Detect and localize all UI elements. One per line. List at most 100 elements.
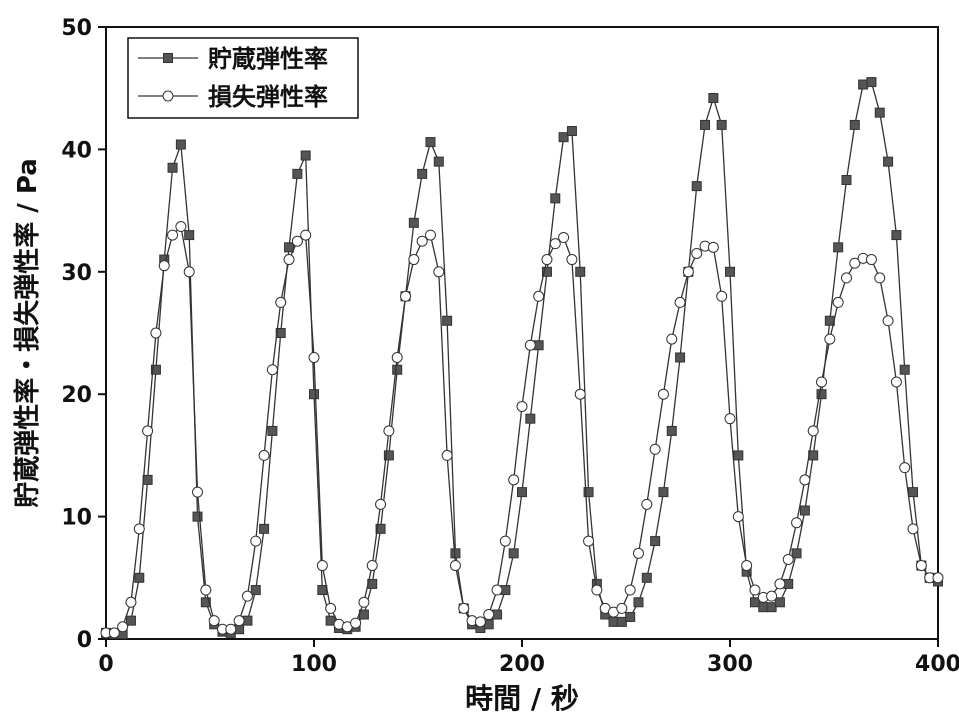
data-point bbox=[716, 290, 728, 302]
data-point bbox=[791, 517, 803, 529]
data-point bbox=[650, 536, 661, 547]
data-point bbox=[840, 272, 852, 284]
data-point bbox=[167, 229, 179, 241]
data-point bbox=[458, 602, 470, 614]
data-point bbox=[433, 156, 444, 167]
data-point bbox=[849, 119, 860, 130]
x-tick-label: 0 bbox=[98, 652, 113, 677]
data-point bbox=[309, 389, 319, 400]
data-point bbox=[891, 230, 902, 241]
data-point bbox=[417, 168, 428, 179]
data-point bbox=[383, 450, 394, 461]
data-point bbox=[491, 584, 503, 596]
data-point bbox=[133, 523, 145, 535]
data-point bbox=[316, 560, 328, 572]
data-point bbox=[882, 315, 894, 327]
data-point bbox=[807, 425, 819, 437]
data-point bbox=[450, 548, 461, 559]
data-point bbox=[258, 449, 270, 461]
data-point bbox=[250, 585, 261, 596]
y-axis-label: 貯蔵弾性率・損失弾性率 / Pa bbox=[12, 158, 43, 508]
data-point bbox=[874, 272, 886, 284]
data-point bbox=[799, 474, 811, 486]
data-point bbox=[517, 487, 527, 498]
data-point bbox=[433, 266, 445, 278]
data-point bbox=[291, 235, 303, 247]
data-point bbox=[766, 590, 778, 602]
data-point bbox=[524, 339, 536, 351]
data-point bbox=[317, 585, 328, 596]
data-point bbox=[208, 615, 220, 627]
data-point bbox=[907, 523, 919, 535]
data-point bbox=[899, 462, 911, 474]
data-point bbox=[275, 328, 286, 338]
data-point bbox=[915, 560, 927, 572]
data-point bbox=[200, 597, 211, 608]
data-point bbox=[108, 627, 120, 639]
data-point bbox=[824, 333, 836, 345]
data-point bbox=[233, 615, 245, 627]
data-point bbox=[150, 364, 161, 375]
data-point bbox=[707, 241, 719, 253]
data-point bbox=[883, 156, 894, 167]
data-point bbox=[816, 389, 827, 400]
legend-label: 貯蔵弾性率 bbox=[208, 45, 328, 73]
data-point bbox=[283, 254, 295, 266]
data-point bbox=[308, 351, 320, 363]
data-point bbox=[899, 364, 910, 375]
data-point bbox=[799, 505, 810, 516]
x-tick-label: 200 bbox=[499, 652, 545, 677]
data-point bbox=[575, 266, 586, 277]
data-point bbox=[183, 266, 195, 278]
data-point bbox=[225, 623, 237, 635]
legend-marker bbox=[162, 90, 174, 102]
data-point bbox=[758, 602, 769, 613]
y-tick-label: 10 bbox=[61, 506, 92, 531]
data-point bbox=[167, 162, 178, 173]
data-point bbox=[292, 168, 303, 179]
data-point bbox=[691, 247, 703, 259]
y-tick-label: 0 bbox=[77, 628, 92, 653]
legend-box bbox=[127, 37, 359, 119]
data-point bbox=[716, 119, 727, 130]
data-point bbox=[442, 315, 453, 326]
data-point bbox=[134, 572, 145, 583]
data-point bbox=[616, 602, 628, 614]
data-point bbox=[682, 266, 694, 278]
data-point bbox=[358, 596, 370, 608]
data-point bbox=[142, 425, 154, 437]
data-point bbox=[932, 572, 944, 584]
data-point bbox=[566, 126, 577, 137]
data-point bbox=[424, 229, 436, 241]
data-point bbox=[184, 230, 195, 241]
data-point bbox=[833, 242, 844, 253]
data-point bbox=[774, 597, 785, 608]
data-point bbox=[549, 238, 561, 250]
data-point bbox=[566, 254, 578, 266]
data-point bbox=[392, 364, 403, 375]
data-point bbox=[533, 290, 545, 302]
x-tick-label: 300 bbox=[707, 652, 753, 677]
data-point bbox=[125, 596, 137, 608]
data-point bbox=[192, 486, 204, 498]
data-point bbox=[874, 107, 885, 118]
data-point bbox=[366, 560, 378, 572]
data-point bbox=[832, 296, 844, 308]
x-tick-label: 100 bbox=[291, 652, 337, 677]
data-point bbox=[375, 523, 386, 534]
data-point bbox=[865, 254, 877, 266]
y-tick-label: 20 bbox=[61, 383, 92, 408]
data-point bbox=[416, 235, 428, 247]
y-tick-label: 30 bbox=[61, 261, 92, 286]
data-point bbox=[666, 333, 678, 345]
data-point bbox=[691, 181, 702, 192]
data-point bbox=[675, 352, 686, 363]
y-tick-label: 40 bbox=[61, 138, 92, 163]
data-point bbox=[749, 584, 761, 596]
data-point bbox=[591, 584, 603, 596]
plot-frame bbox=[105, 26, 939, 640]
data-point bbox=[782, 553, 794, 565]
data-point bbox=[700, 119, 711, 130]
data-point bbox=[774, 578, 786, 590]
data-point bbox=[516, 400, 528, 412]
